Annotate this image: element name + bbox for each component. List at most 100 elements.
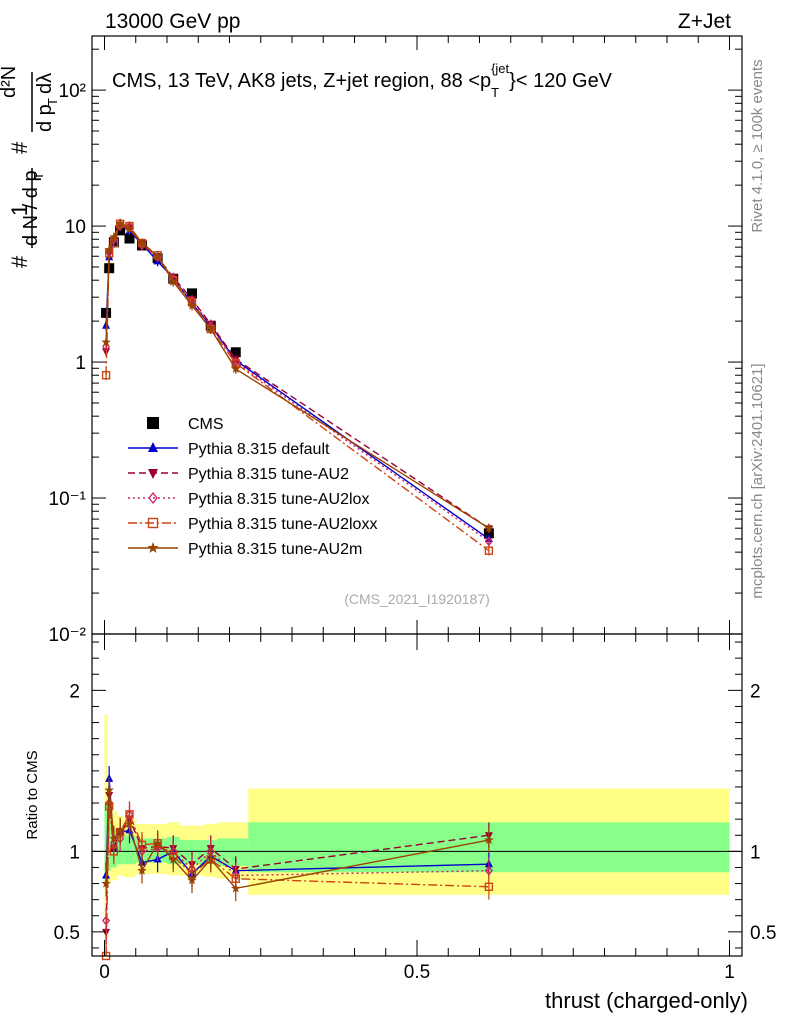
main-axes: 10⁻² 10⁻¹ 1 10 10²: [49, 35, 743, 646]
main-series-5: [101, 218, 494, 534]
legend-marker: [147, 517, 159, 529]
y-tick-label: 10²: [59, 81, 86, 102]
uncertainty-band-1sigma: [107, 819, 111, 871]
data-point: [115, 218, 125, 228]
legend-label: Pythia 8.315 tune-AU2: [188, 466, 349, 483]
data-point: [230, 363, 241, 373]
analysis-watermark: (CMS_2021_I1920187): [344, 591, 490, 607]
data-point: [230, 883, 241, 893]
legend-entry-0: CMS: [147, 416, 224, 433]
ylabel-inner-tail: dλ: [34, 73, 56, 94]
legend-label: CMS: [188, 416, 224, 433]
data-point: [109, 833, 119, 843]
data-point: [483, 528, 494, 539]
header-left: 13000 GeV pp: [105, 10, 240, 33]
data-point: [109, 232, 119, 242]
legend-marker: [147, 542, 159, 553]
ratio-y-tick-label-right: 1: [750, 842, 761, 863]
data-point: [484, 523, 494, 533]
series-line: [105, 790, 490, 890]
data-point: [124, 224, 135, 234]
title-rest: < 120 GeV: [516, 70, 613, 92]
legend-marker: [148, 442, 158, 452]
data-point: [187, 288, 197, 299]
ratio-series-layer: [101, 766, 494, 961]
ylabel-inner-den: d p: [34, 104, 56, 132]
y-tick-label: 10⁻²: [49, 625, 87, 646]
x-tick-label: 1: [724, 962, 735, 983]
data-point: [137, 865, 147, 875]
uncertainty-band-1sigma: [217, 838, 249, 866]
y-tick-label: 1: [75, 353, 86, 374]
legend-label: Pythia 8.315 default: [188, 441, 330, 458]
uncertainty-band-1sigma: [104, 803, 108, 887]
legend-entry-1: Pythia 8.315 default: [128, 441, 330, 458]
legend-entry-5: Pythia 8.315 tune-AU2m: [128, 541, 362, 558]
data-point: [205, 324, 216, 334]
legend-entry-2: Pythia 8.315 tune-AU2: [128, 466, 349, 483]
rivet-label: Rivet 4.1.0, ≥ 100k events: [749, 59, 766, 232]
legend-marker: [147, 417, 159, 429]
ylabel-inner-sub: T: [45, 98, 60, 106]
ratio-series-4: [101, 777, 494, 902]
data-point: [102, 915, 111, 926]
ratio-y-tick-label-right: 0.5: [750, 923, 776, 944]
title-sub: T: [491, 85, 499, 100]
data-point: [101, 878, 111, 888]
data-point: [168, 854, 179, 864]
ratio-axes: 0.5 0.5 1 1 2 2 0 0.5 1: [54, 633, 776, 983]
data-point: [187, 300, 197, 310]
data-point: [187, 875, 197, 885]
data-point: [152, 251, 163, 261]
uncertainty-band-1sigma: [123, 835, 136, 865]
data-point: [168, 276, 179, 286]
data-point: [104, 785, 114, 795]
data-point: [484, 835, 494, 845]
ratio-ylabel: Ratio to CMS: [24, 750, 41, 839]
x-tick-label: 0: [99, 962, 110, 983]
header-right: Z+Jet: [678, 10, 731, 33]
main-series-layer: [101, 218, 494, 556]
ratio-y-tick-label-left: 2: [69, 681, 80, 702]
ratio-bands: [92, 714, 742, 916]
ylabel-outer-sub: T: [31, 172, 46, 180]
ylabel-inner-num: d²N: [0, 66, 20, 98]
legend-label: Pythia 8.315 tune-AU2lox: [188, 491, 369, 508]
legend-marker: [148, 469, 158, 479]
legend-label: Pythia 8.315 tune-AU2loxx: [188, 516, 377, 533]
data-point: [124, 818, 135, 829]
ratio-y-tick-label-left: 0.5: [54, 923, 80, 944]
x-tick-label: 0.5: [404, 962, 430, 983]
title-close: }: [509, 70, 516, 92]
title-sup: {jet: [491, 61, 509, 76]
data-point: [137, 238, 147, 248]
legend-entry-3: Pythia 8.315 tune-AU2lox: [128, 491, 369, 508]
data-point: [104, 244, 114, 254]
legend-entry-4: Pythia 8.315 tune-AU2loxx: [128, 516, 377, 533]
ylabel-hash-2: #: [7, 141, 32, 154]
data-point: [230, 347, 241, 358]
legend-label: Pythia 8.315 tune-AU2m: [188, 541, 362, 558]
ylabel-hash-1: #: [7, 255, 32, 268]
data-point: [484, 536, 493, 547]
chart-title: CMS, 13 TeV, AK8 jets, Z+jet region, 88 …: [112, 61, 613, 100]
legend-marker: [148, 491, 158, 505]
main-ylabel: # 1 d N / d p T # d²N d p T dλ: [0, 66, 60, 268]
data-point: [101, 337, 111, 347]
mcplots-label: mcplots.cern.ch [arXiv:2401.10621]: [749, 363, 766, 598]
data-point: [137, 840, 147, 850]
legend: CMS Pythia 8.315 default Pythia 8.315 tune…: [128, 416, 377, 558]
ylabel-outer-den: d N / d p: [20, 170, 42, 246]
main-series-2: [102, 220, 493, 534]
ratio-y-tick-label-left: 1: [69, 842, 80, 863]
x-axis-label: thrust (charged-only): [545, 988, 748, 1013]
y-tick-label: 10⁻¹: [49, 489, 87, 510]
ylabel-outer-num: 1: [7, 204, 32, 216]
data-point: [101, 371, 111, 380]
title-main: CMS, 13 TeV, AK8 jets, Z+jet region, 88 …: [112, 70, 491, 92]
data-point: [484, 546, 494, 555]
data-point: [152, 838, 163, 848]
y-tick-label: 10: [65, 217, 86, 238]
data-point: [484, 882, 494, 891]
